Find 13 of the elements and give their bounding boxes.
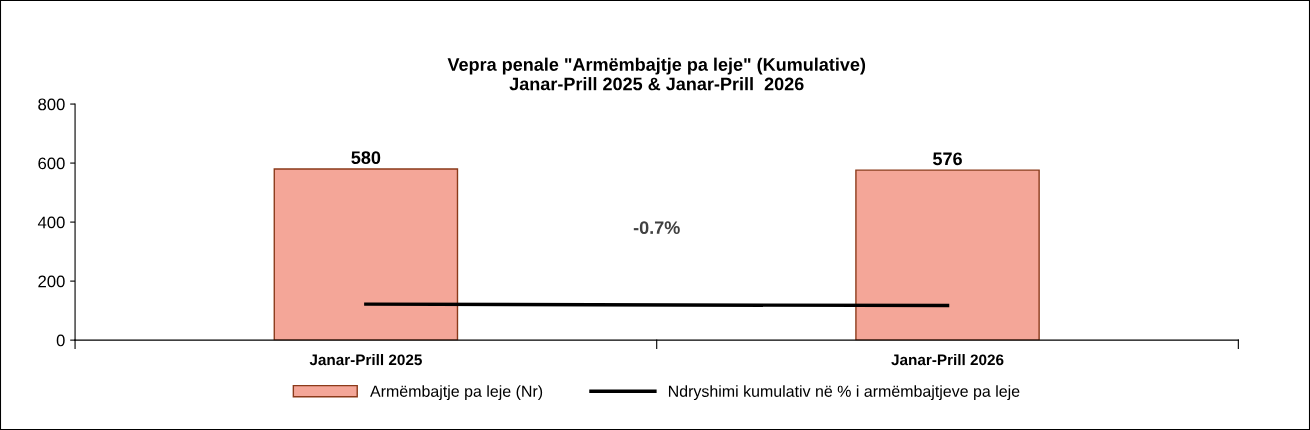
x-tick-label: Janar-Prill 2025 <box>309 354 422 366</box>
y-tick-label: 800 <box>38 98 65 111</box>
legend-label: Ndryshimi kumulativ në % i armëmbajtjeve pa leje <box>668 385 1020 401</box>
y-tick-label: 200 <box>38 275 65 288</box>
x-tick-label: Janar-Prill 2026 <box>891 354 1004 366</box>
data-label: 576 <box>933 152 962 166</box>
annotation: -0.7% <box>633 221 680 235</box>
legend-label: Armëmbajtje pa leje (Nr) <box>370 385 543 401</box>
y-tick-label: 600 <box>38 157 65 170</box>
y-tick-label: 400 <box>37 216 65 229</box>
chart-title: Vepra penale "Armëmbajtje pa leje" (Kumulative) Janar-Prill 2025 & Janar-Prill 2026 <box>447 57 866 91</box>
data-label: 580 <box>351 151 381 165</box>
y-tick-label: 0 <box>56 334 65 347</box>
